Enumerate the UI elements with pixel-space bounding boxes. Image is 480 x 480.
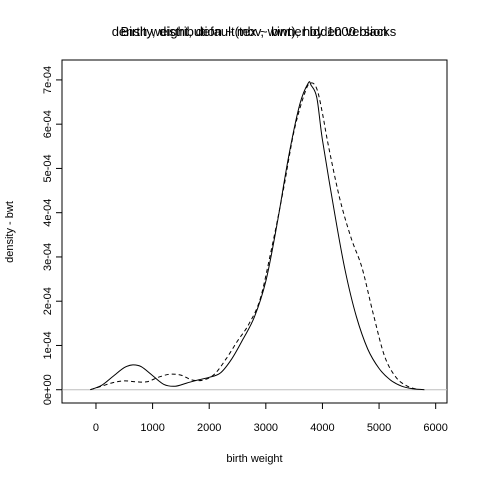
y-axis: 0e+00 1e-04 2e-04 3e-04 4e-04 5e-04 6e-04 7e-04 xyxy=(42,66,63,405)
y-tick-label: 0e+00 xyxy=(42,374,54,405)
x-tick-label: 5000 xyxy=(367,422,391,434)
y-tick-label: 1e-04 xyxy=(42,331,54,359)
chart-title-2: density, distribution ~ mbv, winner by 1… xyxy=(112,24,397,39)
y-tick-label: 7e-04 xyxy=(42,66,54,94)
x-axis-label: birth weight xyxy=(226,453,282,465)
x-tick-label: 6000 xyxy=(423,422,447,434)
plot-frame xyxy=(61,59,448,404)
y-tick-label: 5e-04 xyxy=(42,154,54,182)
series-group xyxy=(90,81,425,391)
x-tick-label: 0 xyxy=(93,422,99,434)
y-tick-label: 6e-04 xyxy=(42,110,54,138)
x-tick-label: 3000 xyxy=(254,422,278,434)
y-tick-label: 4e-04 xyxy=(42,199,54,227)
x-tick-label: 1000 xyxy=(140,422,164,434)
y-tick-label: 3e-04 xyxy=(42,243,54,271)
x-tick-label: 4000 xyxy=(310,422,334,434)
chart-title-1: Birth weight, default(tex ~ bwt), hidden… xyxy=(120,24,387,39)
y-tick-label: 2e-04 xyxy=(42,287,54,315)
x-axis: 0 1000 2000 3000 4000 5000 6000 xyxy=(93,402,448,434)
x-tick-label: 2000 xyxy=(197,422,221,434)
density-line-solid xyxy=(90,81,425,391)
density-line-dashed xyxy=(90,82,419,391)
chart-title-group: Birth weight, default(tex ~ bwt), hidden… xyxy=(112,24,397,39)
y-axis-label: density - bwt xyxy=(4,201,16,263)
